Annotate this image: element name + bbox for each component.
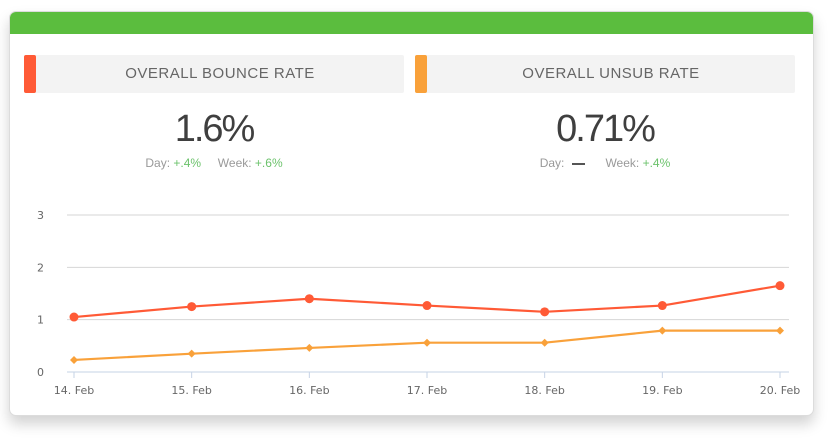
data-point-marker <box>775 281 785 291</box>
unsub-rate-stat: OVERALL UNSUB RATE 0.71% Day: Week: +.4% <box>415 55 795 170</box>
data-point-marker <box>657 301 667 311</box>
data-point-marker <box>540 307 550 317</box>
x-tick-label: 16. Feb <box>289 384 329 397</box>
bounce-rate-title: OVERALL BOUNCE RATE <box>125 65 315 82</box>
day-label: Day: <box>539 156 565 170</box>
y-tick-label: 0 <box>37 366 44 379</box>
x-tick-label: 15. Feb <box>171 384 211 397</box>
bounce-accent-marker <box>24 55 36 93</box>
card-header-bar <box>10 12 813 34</box>
y-tick-label: 3 <box>37 209 44 222</box>
week-label: Week: <box>605 156 640 170</box>
x-tick-label: 17. Feb <box>407 384 447 397</box>
data-point-marker <box>776 326 784 335</box>
x-tick-label: 20. Feb <box>760 384 800 397</box>
day-delta: +.4% <box>173 156 202 170</box>
x-tick-label: 19. Feb <box>642 384 682 397</box>
day-label: Day: <box>145 156 171 170</box>
data-point-marker <box>187 302 197 312</box>
week-delta: +.6% <box>254 156 283 170</box>
data-point-marker <box>423 338 431 347</box>
data-point-marker <box>304 294 314 304</box>
bounce-rate-deltas: Day: +.4% Week: +.6% <box>24 156 404 170</box>
dashboard-card: OVERALL BOUNCE RATE 1.6% Day: +.4% Week:… <box>9 11 814 416</box>
data-point-marker <box>658 326 667 335</box>
unsub-rate-value: 0.71% <box>556 108 656 150</box>
bounce-rate-stat: OVERALL BOUNCE RATE 1.6% Day: +.4% Week:… <box>24 55 404 170</box>
no-change-dash-icon <box>571 162 585 165</box>
week-label: Week: <box>217 156 252 170</box>
week-delta: +.4% <box>642 156 671 170</box>
data-point-marker <box>69 312 79 322</box>
data-point-marker <box>187 349 196 358</box>
x-tick-label: 14. Feb <box>54 384 94 397</box>
data-point-marker <box>70 355 78 364</box>
data-point-marker <box>305 343 314 352</box>
x-tick-label: 18. Feb <box>524 384 564 397</box>
y-tick-label: 1 <box>37 314 44 327</box>
data-point-marker <box>540 338 549 347</box>
bounce-rate-header: OVERALL BOUNCE RATE <box>24 55 404 93</box>
data-point-marker <box>422 301 432 311</box>
unsub-accent-marker <box>415 55 427 93</box>
unsub-rate-deltas: Day: Week: +.4% <box>415 156 795 170</box>
unsub-rate-header: OVERALL UNSUB RATE <box>415 55 795 93</box>
bounce-rate-value: 1.6% <box>174 108 256 150</box>
y-tick-label: 2 <box>37 261 44 274</box>
unsub-rate-title: OVERALL UNSUB RATE <box>522 65 700 82</box>
